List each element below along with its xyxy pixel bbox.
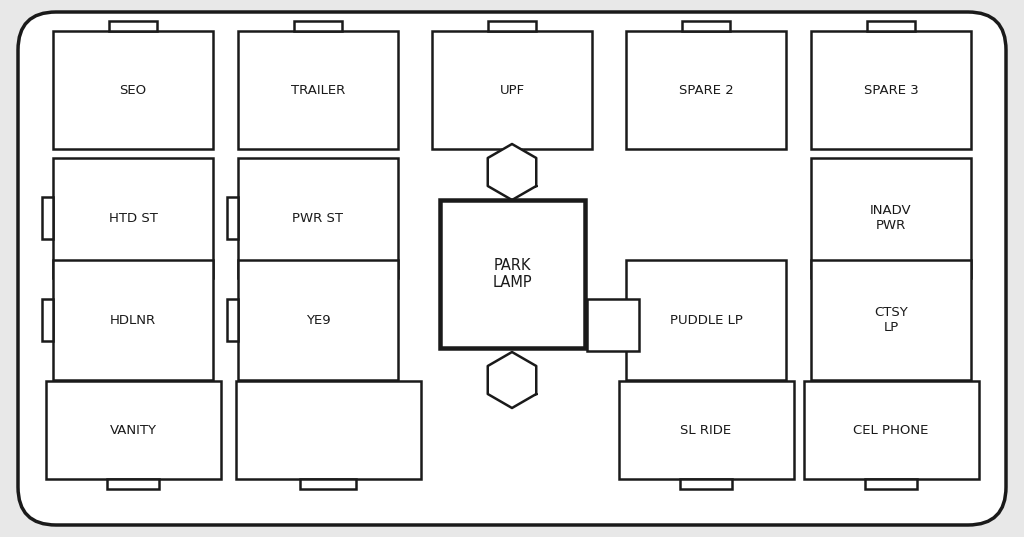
Text: HTD ST: HTD ST xyxy=(109,212,158,224)
Bar xyxy=(587,299,639,351)
Bar xyxy=(42,197,53,239)
Text: CEL PHONE: CEL PHONE xyxy=(853,424,929,437)
Bar xyxy=(811,31,971,149)
Text: PUDDLE LP: PUDDLE LP xyxy=(670,314,742,326)
Bar xyxy=(680,479,732,489)
Text: PWR ST: PWR ST xyxy=(293,212,343,224)
Bar xyxy=(439,200,585,348)
Bar xyxy=(109,21,157,31)
Text: VANITY: VANITY xyxy=(110,424,157,437)
Bar xyxy=(488,21,536,31)
Bar xyxy=(804,381,979,479)
Bar xyxy=(227,197,238,239)
Bar xyxy=(238,260,398,380)
Text: SEO: SEO xyxy=(120,83,146,97)
Polygon shape xyxy=(487,352,537,408)
Bar xyxy=(45,381,220,479)
Bar xyxy=(42,299,53,341)
Bar xyxy=(626,260,786,380)
Text: PARK
LAMP: PARK LAMP xyxy=(493,258,531,290)
Bar xyxy=(432,31,592,149)
FancyBboxPatch shape xyxy=(18,12,1006,525)
Bar xyxy=(811,158,971,278)
Text: SPARE 2: SPARE 2 xyxy=(679,83,733,97)
Bar xyxy=(227,299,238,341)
Text: TRAILER: TRAILER xyxy=(291,83,345,97)
Text: INADV
PWR: INADV PWR xyxy=(870,204,911,232)
Bar xyxy=(867,21,915,31)
Bar xyxy=(238,31,398,149)
Bar xyxy=(53,31,213,149)
Polygon shape xyxy=(487,144,537,200)
Bar xyxy=(626,31,786,149)
Bar xyxy=(238,158,398,278)
Bar xyxy=(53,260,213,380)
Text: CTSY
LP: CTSY LP xyxy=(874,306,908,334)
Bar xyxy=(294,21,342,31)
Text: YE9: YE9 xyxy=(306,314,331,326)
Text: SPARE 3: SPARE 3 xyxy=(863,83,919,97)
Bar xyxy=(53,158,213,278)
Text: HDLNR: HDLNR xyxy=(110,314,156,326)
Text: SL RIDE: SL RIDE xyxy=(680,424,731,437)
Bar xyxy=(682,21,730,31)
Bar xyxy=(864,479,918,489)
Bar xyxy=(811,260,971,380)
Bar xyxy=(236,381,421,479)
Text: UPF: UPF xyxy=(500,83,524,97)
Bar xyxy=(106,479,160,489)
Bar xyxy=(300,479,355,489)
Bar xyxy=(618,381,794,479)
